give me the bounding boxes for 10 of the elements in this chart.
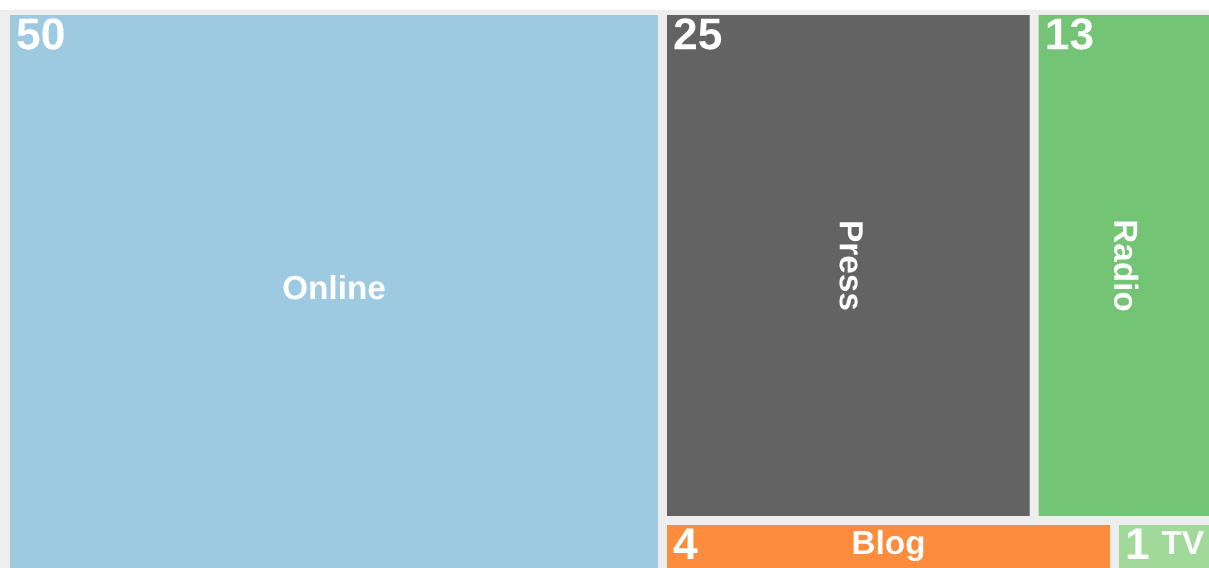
category-label: Press	[839, 222, 863, 310]
data-label: 4	[673, 528, 698, 560]
category-label: Radio	[1113, 221, 1139, 311]
category-label: Online	[283, 274, 385, 300]
data-label: 25	[674, 18, 722, 50]
data-label: 13	[1047, 18, 1093, 50]
data-label: 1	[1127, 528, 1149, 560]
category-label: Blog	[853, 529, 924, 562]
category-label: TV	[1161, 531, 1204, 555]
data-label: 50	[17, 18, 64, 50]
